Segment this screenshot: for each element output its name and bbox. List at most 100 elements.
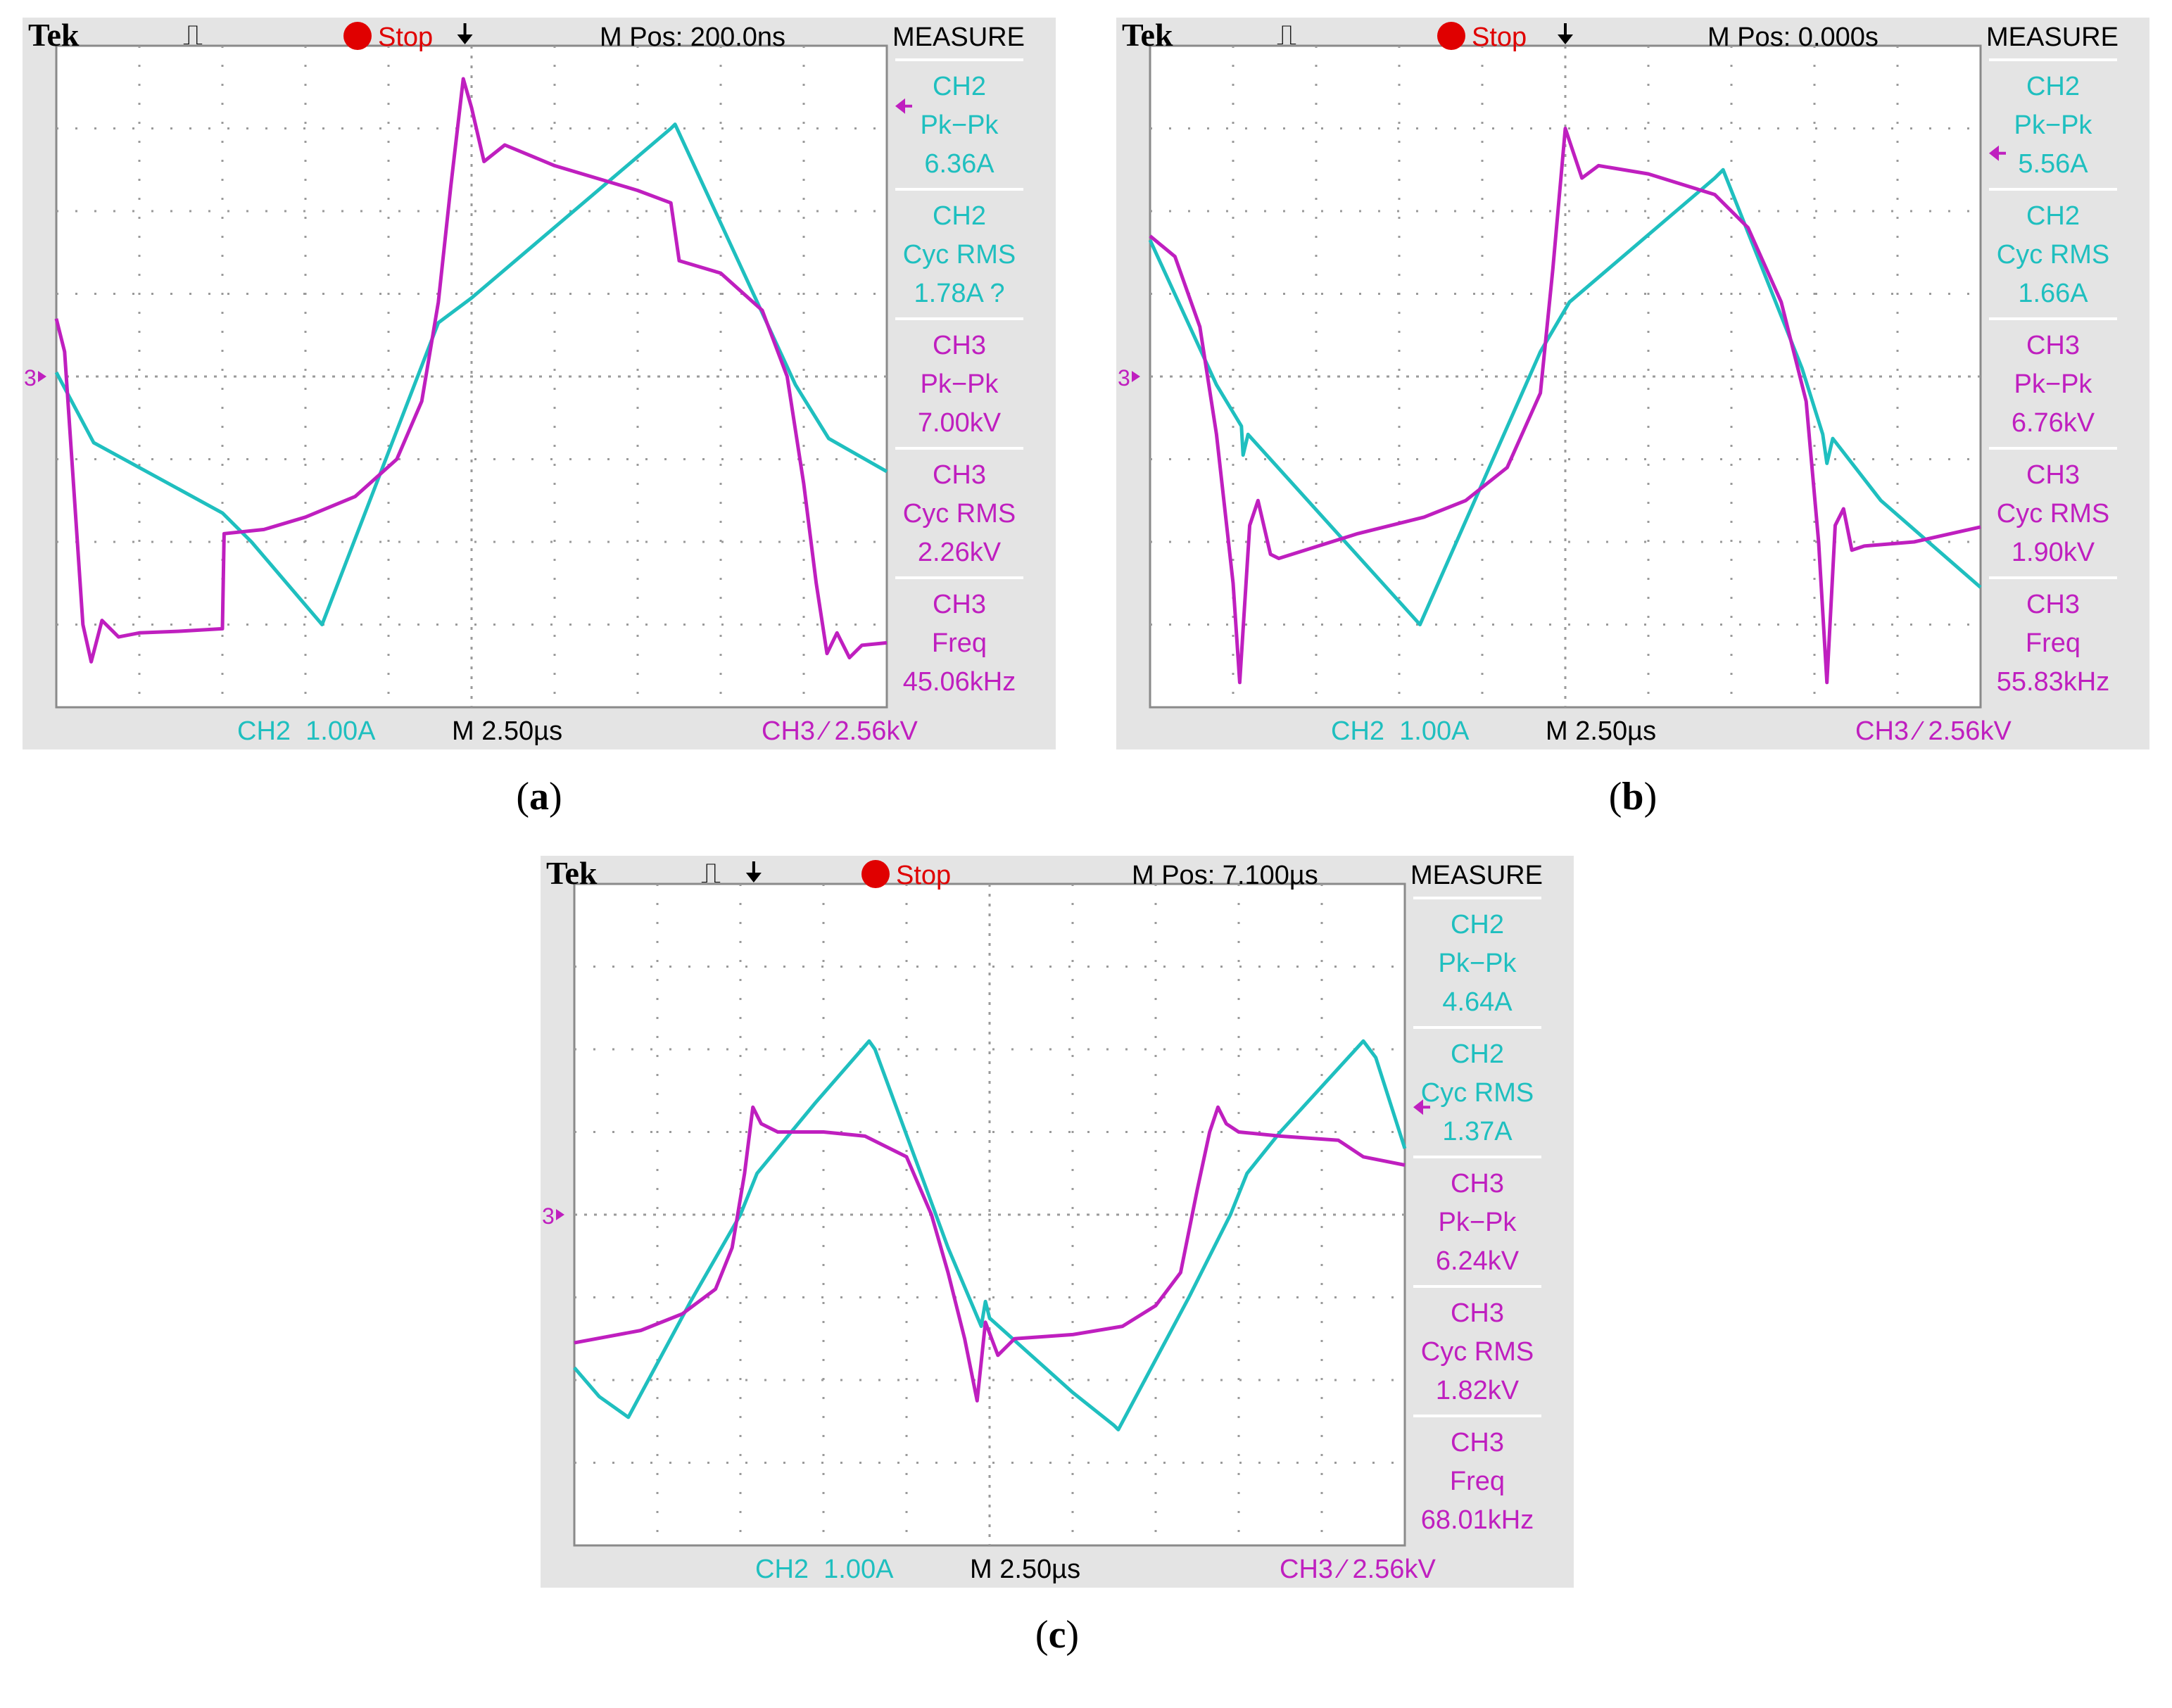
measure-value: 45.06kHz [903, 667, 1016, 697]
ch2-scale-readout: CH2 1.00A [755, 1555, 894, 1584]
run-state: Stop [896, 861, 951, 890]
ch3-reference-arrow-icon [38, 371, 46, 382]
measure-label: Cyc RMS [903, 240, 1016, 270]
measure-value: 1.66A [2018, 279, 2088, 308]
measure-channel: CH2 [1451, 1039, 1504, 1069]
marker-group: 3 [24, 23, 912, 391]
panel-b: 3 CH2 Pk−Pk 5.56A CH2 Cyc RMS 1.66A CH3 Pk−Pk 6.… [1116, 18, 2149, 818]
measure-label: Pk−Pk [1439, 949, 1517, 978]
marker-group: 3 [1118, 23, 2006, 391]
trigger-level-arrow-icon [895, 98, 905, 114]
measure-label: Pk−Pk [2014, 369, 2093, 399]
caption-close: ) [549, 775, 562, 818]
ch2-scale-readout: CH2 1.00A [1331, 716, 1470, 746]
timebase-readout: M 2.50µs [452, 716, 562, 746]
measure-label: Freq [932, 628, 987, 658]
panel-c: 3 CH2 Pk−Pk 4.64A CH2 Cyc RMS 1.37A CH3 Pk−Pk 6.… [541, 856, 1574, 1657]
caption-open: ( [1608, 775, 1622, 818]
brand-label: Tek [546, 856, 598, 891]
scope-svg-c: 3 CH2 Pk−Pk 4.64A CH2 Cyc RMS 1.37A CH3 Pk−Pk 6.… [542, 856, 1543, 1584]
ch3-reference-arrow-icon [1132, 371, 1140, 382]
ch3-trigger-readout: CH3 ∕ 2.56kV [1280, 1555, 1436, 1584]
ch3-trigger-readout: CH3 ∕ 2.56kV [762, 716, 918, 746]
trigger-level-arrow-icon [1413, 1099, 1423, 1115]
measure-title: MEASURE [1986, 23, 2119, 52]
pulse-icon: ⎍ [183, 19, 203, 51]
scope-screen-b: 3 CH2 Pk−Pk 5.56A CH2 Cyc RMS 1.66A CH3 Pk−Pk 6.… [1116, 18, 2149, 749]
trace-group [1148, 127, 1982, 685]
run-state: Stop [1472, 23, 1527, 52]
timebase-readout: M 2.50µs [970, 1555, 1080, 1584]
measure-label: Pk−Pk [2014, 110, 2093, 140]
measure-channel: CH3 [933, 460, 986, 490]
measure-value: 55.83kHz [1997, 667, 2110, 697]
graticule [573, 883, 1406, 1547]
measure-channel: CH2 [933, 72, 986, 101]
pulse-icon: ⎍ [701, 857, 721, 890]
pulse-icon: ⎍ [1277, 19, 1296, 51]
measure-channel: CH3 [2026, 460, 2080, 490]
measure-value: 7.00kV [918, 408, 1002, 438]
measure-channel: CH2 [1451, 910, 1504, 940]
ch2-trace [54, 122, 888, 626]
trigger-position-arrow-icon [1558, 34, 1573, 44]
stop-indicator-icon [1437, 22, 1465, 50]
measure-channel: CH3 [2026, 590, 2080, 619]
caption-letter: b [1622, 775, 1644, 818]
ch3-reference-marker: 3 [542, 1203, 555, 1229]
measure-label: Pk−Pk [921, 110, 999, 140]
caption-open: ( [516, 775, 529, 818]
measure-value: 1.37A [1442, 1117, 1513, 1146]
measure-value: 6.24kV [1436, 1246, 1520, 1276]
measure-value: 1.90kV [2012, 538, 2095, 567]
run-state: Stop [378, 23, 433, 52]
marker-group: 3 [542, 861, 1430, 1229]
measure-label: Pk−Pk [1439, 1208, 1517, 1237]
caption-c: (c) [541, 1612, 1574, 1657]
measure-panel: CH2 Pk−Pk 4.64A CH2 Cyc RMS 1.37A CH3 Pk−Pk 6.24… [1413, 897, 1541, 1535]
panel-a: 3 CH2 Pk−Pk 6.36A CH2 Cyc RMS 1.78A ? CH3 Pk−Pk… [23, 18, 1056, 818]
measure-channel: CH3 [933, 590, 986, 619]
trigger-position-arrow-icon [457, 34, 473, 44]
ch3-trace [54, 77, 888, 664]
ch3-reference-marker: 3 [24, 365, 37, 391]
measure-value: 6.36A [924, 149, 995, 179]
brand-label: Tek [28, 18, 80, 53]
measure-label: Freq [2026, 628, 2081, 658]
m-pos-readout: M Pos: 200.0ns [600, 23, 785, 52]
measure-label: Cyc RMS [1421, 1337, 1534, 1367]
caption-b: (b) [1116, 774, 2149, 819]
measure-title: MEASURE [1410, 861, 1543, 890]
scope-svg-b: 3 CH2 Pk−Pk 5.56A CH2 Cyc RMS 1.66A CH3 Pk−Pk 6.… [1118, 18, 2119, 746]
ch2-scale-readout: CH2 1.00A [237, 716, 376, 746]
caption-letter: c [1048, 1613, 1066, 1657]
measure-channel: CH3 [1451, 1169, 1504, 1198]
m-pos-readout: M Pos: 7.100µs [1132, 861, 1318, 890]
measure-value: 5.56A [2018, 149, 2088, 179]
caption-close: ) [1066, 1613, 1080, 1657]
measure-label: Cyc RMS [1421, 1078, 1534, 1108]
measure-value: 6.76kV [2012, 408, 2095, 438]
timebase-readout: M 2.50µs [1546, 716, 1656, 746]
m-pos-readout: M Pos: 0.000s [1707, 23, 1879, 52]
ch3-trigger-readout: CH3 ∕ 2.56kV [1855, 716, 2012, 746]
measure-title: MEASURE [892, 23, 1025, 52]
ch3-trace [574, 1105, 1406, 1403]
measure-channel: CH2 [933, 201, 986, 231]
measure-channel: CH2 [2026, 201, 2080, 231]
measure-value: 1.78A ? [914, 279, 1005, 308]
stop-indicator-icon [861, 860, 890, 888]
measure-label: Cyc RMS [1997, 499, 2109, 529]
measure-channel: CH3 [2026, 331, 2080, 360]
trace-group [573, 1039, 1407, 1431]
scope-screen-c: 3 CH2 Pk−Pk 4.64A CH2 Cyc RMS 1.37A CH3 Pk−Pk 6.… [541, 856, 1574, 1588]
caption-open: ( [1035, 1613, 1049, 1657]
ch2-trace [1148, 167, 1982, 626]
caption-letter: a [529, 775, 549, 818]
ch3-trace [1149, 127, 1981, 685]
trigger-level-arrow-icon [1989, 145, 1999, 161]
scope-svg-a: 3 CH2 Pk−Pk 6.36A CH2 Cyc RMS 1.78A ? CH3 Pk−Pk… [24, 18, 1025, 746]
trace-group [54, 77, 888, 664]
measure-value: 68.01kHz [1421, 1505, 1534, 1535]
measure-label: Freq [1450, 1467, 1505, 1496]
